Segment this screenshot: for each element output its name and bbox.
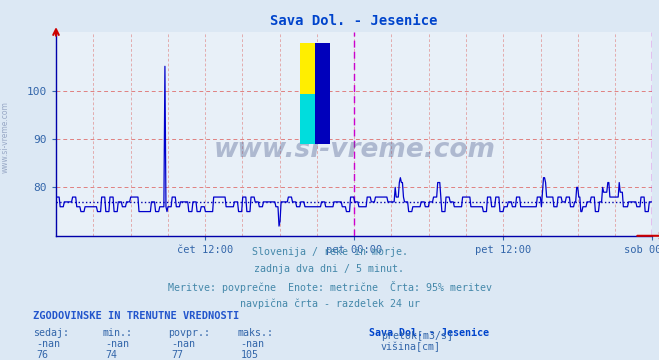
Text: -nan: -nan	[36, 339, 60, 349]
Text: ZGODOVINSKE IN TRENUTNE VREDNOSTI: ZGODOVINSKE IN TRENUTNE VREDNOSTI	[33, 311, 239, 321]
Text: sedaj:: sedaj:	[33, 328, 69, 338]
Text: zadnja dva dni / 5 minut.: zadnja dva dni / 5 minut.	[254, 264, 405, 274]
Text: www.si-vreme.com: www.si-vreme.com	[214, 138, 495, 163]
Text: 76: 76	[36, 350, 48, 360]
Text: povpr.:: povpr.:	[168, 328, 210, 338]
Text: maks.:: maks.:	[237, 328, 273, 338]
Text: 77: 77	[171, 350, 183, 360]
Text: -nan: -nan	[171, 339, 195, 349]
Text: -nan: -nan	[241, 339, 264, 349]
Bar	[315, 43, 330, 144]
Text: pretok[m3/s]: pretok[m3/s]	[381, 331, 453, 341]
Text: min.:: min.:	[102, 328, 132, 338]
Text: -nan: -nan	[105, 339, 129, 349]
Text: Sava Dol. - Jesenice: Sava Dol. - Jesenice	[369, 328, 489, 338]
Text: 74: 74	[105, 350, 117, 360]
Text: navpična črta - razdelek 24 ur: navpična črta - razdelek 24 ur	[239, 298, 420, 309]
Text: Meritve: povprečne  Enote: metrične  Črta: 95% meritev: Meritve: povprečne Enote: metrične Črta:…	[167, 281, 492, 293]
Text: višina[cm]: višina[cm]	[381, 342, 441, 352]
Bar	[300, 43, 315, 94]
Text: www.si-vreme.com: www.si-vreme.com	[1, 101, 10, 173]
Text: Slovenija / reke in morje.: Slovenija / reke in morje.	[252, 247, 407, 257]
Text: 105: 105	[241, 350, 258, 360]
Bar	[300, 94, 315, 144]
Title: Sava Dol. - Jesenice: Sava Dol. - Jesenice	[270, 14, 438, 28]
